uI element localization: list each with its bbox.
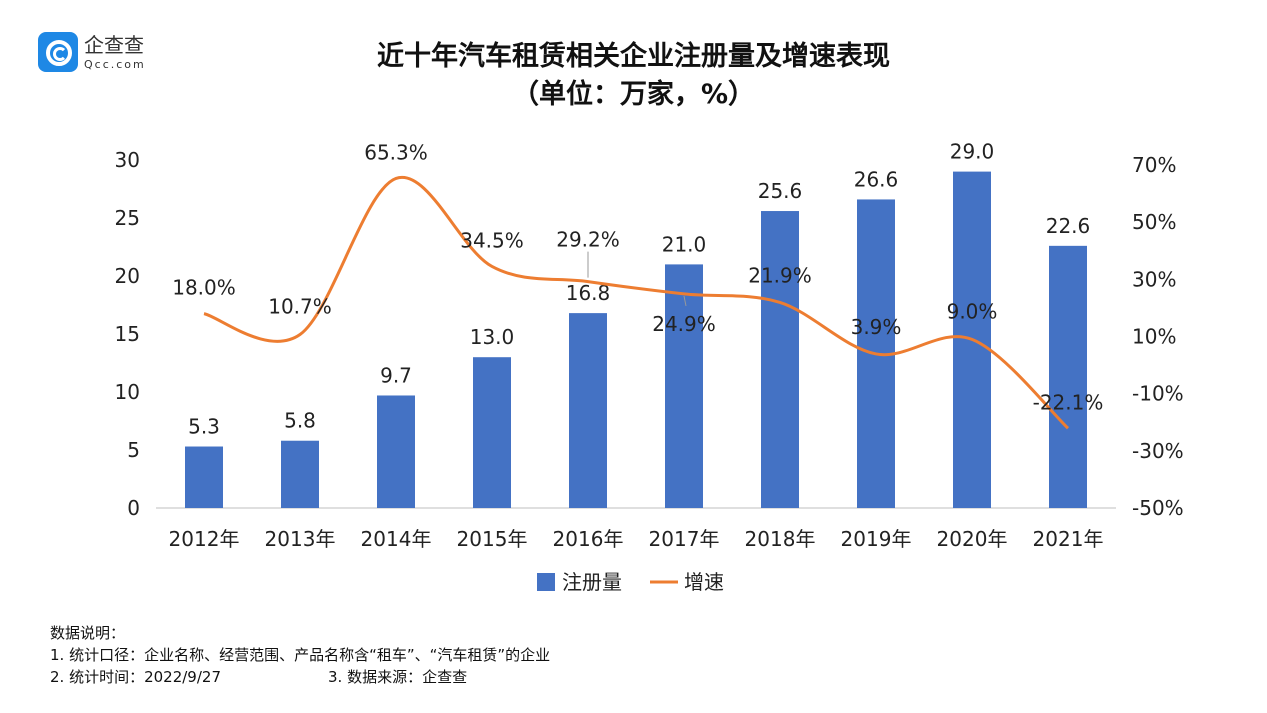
growth-line [203,175,1070,430]
x-tick-label: 2015年 [457,527,528,551]
bar [473,357,511,508]
left-tick-label: 20 [115,264,140,288]
title-line1: 近十年汽车租赁相关企业注册量及增速表现 [377,41,890,72]
bar-label: 21.0 [662,232,707,256]
line-label: 65.3% [364,140,428,164]
bar-label: 5.3 [188,415,220,439]
bar-label: 25.6 [758,179,803,203]
line-label: 18.0% [172,276,236,300]
legend-bar-swatch [537,573,555,591]
notes-line2a: 2. 统计时间：2022/9/27 [50,668,221,686]
right-tick-label: -50% [1132,496,1184,520]
line-label: 34.5% [460,228,524,252]
left-tick-label: 5 [127,438,140,462]
line-label: 24.9% [652,312,716,336]
line-label: 9.0% [947,299,998,323]
bar [569,313,607,508]
legend-line-label: 增速 [684,570,724,594]
bar-label: 9.7 [380,363,412,387]
line-label: 3.9% [851,315,902,339]
bar [281,440,319,508]
x-tick-label: 2018年 [745,527,816,551]
data-notes: 数据说明： 1. 统计口径：企业名称、经营范围、产品名称含“租车”、“汽车租赁”… [50,622,550,688]
left-tick-label: 15 [115,322,140,346]
right-tick-label: -30% [1132,439,1184,463]
notes-line1: 1. 统计口径：企业名称、经营范围、产品名称含“租车”、“汽车租赁”的企业 [50,646,551,664]
legend-bar-label: 注册量 [562,570,622,594]
bar-label: 29.0 [950,140,995,164]
bar [377,395,415,508]
left-tick-label: 0 [127,496,140,520]
logo-cn: 企查查 [84,32,144,57]
bar-label: 13.0 [470,325,515,349]
logo-en: Qcc.com [84,57,146,71]
left-tick-label: 10 [115,380,140,404]
x-tick-label: 2017年 [649,527,720,551]
bar-label: 26.6 [854,167,899,191]
qcc-logo-icon [38,32,78,72]
right-tick-label: 50% [1132,210,1176,234]
line-label: 10.7% [268,294,332,318]
right-tick-label: 70% [1132,153,1176,177]
x-tick-label: 2019年 [841,527,912,551]
bar-label: 5.8 [284,409,316,433]
x-tick-label: 2014年 [361,527,432,551]
notes-line2b: 3. 数据来源：企查查 [328,668,468,686]
right-tick-label: 10% [1132,325,1176,349]
logo: 企查查 Qcc.com [38,32,146,72]
x-tick-label: 2021年 [1033,527,1104,551]
left-tick-label: 30 [115,148,140,172]
x-tick-label: 2020年 [937,527,1008,551]
title-line2: （单位：万家，%） [511,79,756,110]
line-label: 29.2% [556,228,620,252]
x-tick-label: 2012年 [169,527,240,551]
line-label: 21.9% [748,263,812,287]
bar [665,264,703,508]
left-tick-label: 25 [115,206,140,230]
right-tick-label: 30% [1132,267,1176,291]
label-leader [683,295,687,307]
bar [761,211,799,509]
x-tick-label: 2013年 [265,527,336,551]
bar [1049,245,1087,508]
bar-label: 22.6 [1046,214,1091,238]
x-tick-label: 2016年 [553,527,624,551]
chart-title: 近十年汽车租赁相关企业注册量及增速表现 （单位：万家，%） [0,38,1267,114]
notes-heading: 数据说明： [50,624,126,642]
line-label: -22.1% [1033,390,1104,414]
right-tick-label: -10% [1132,382,1184,406]
bar [185,446,223,508]
